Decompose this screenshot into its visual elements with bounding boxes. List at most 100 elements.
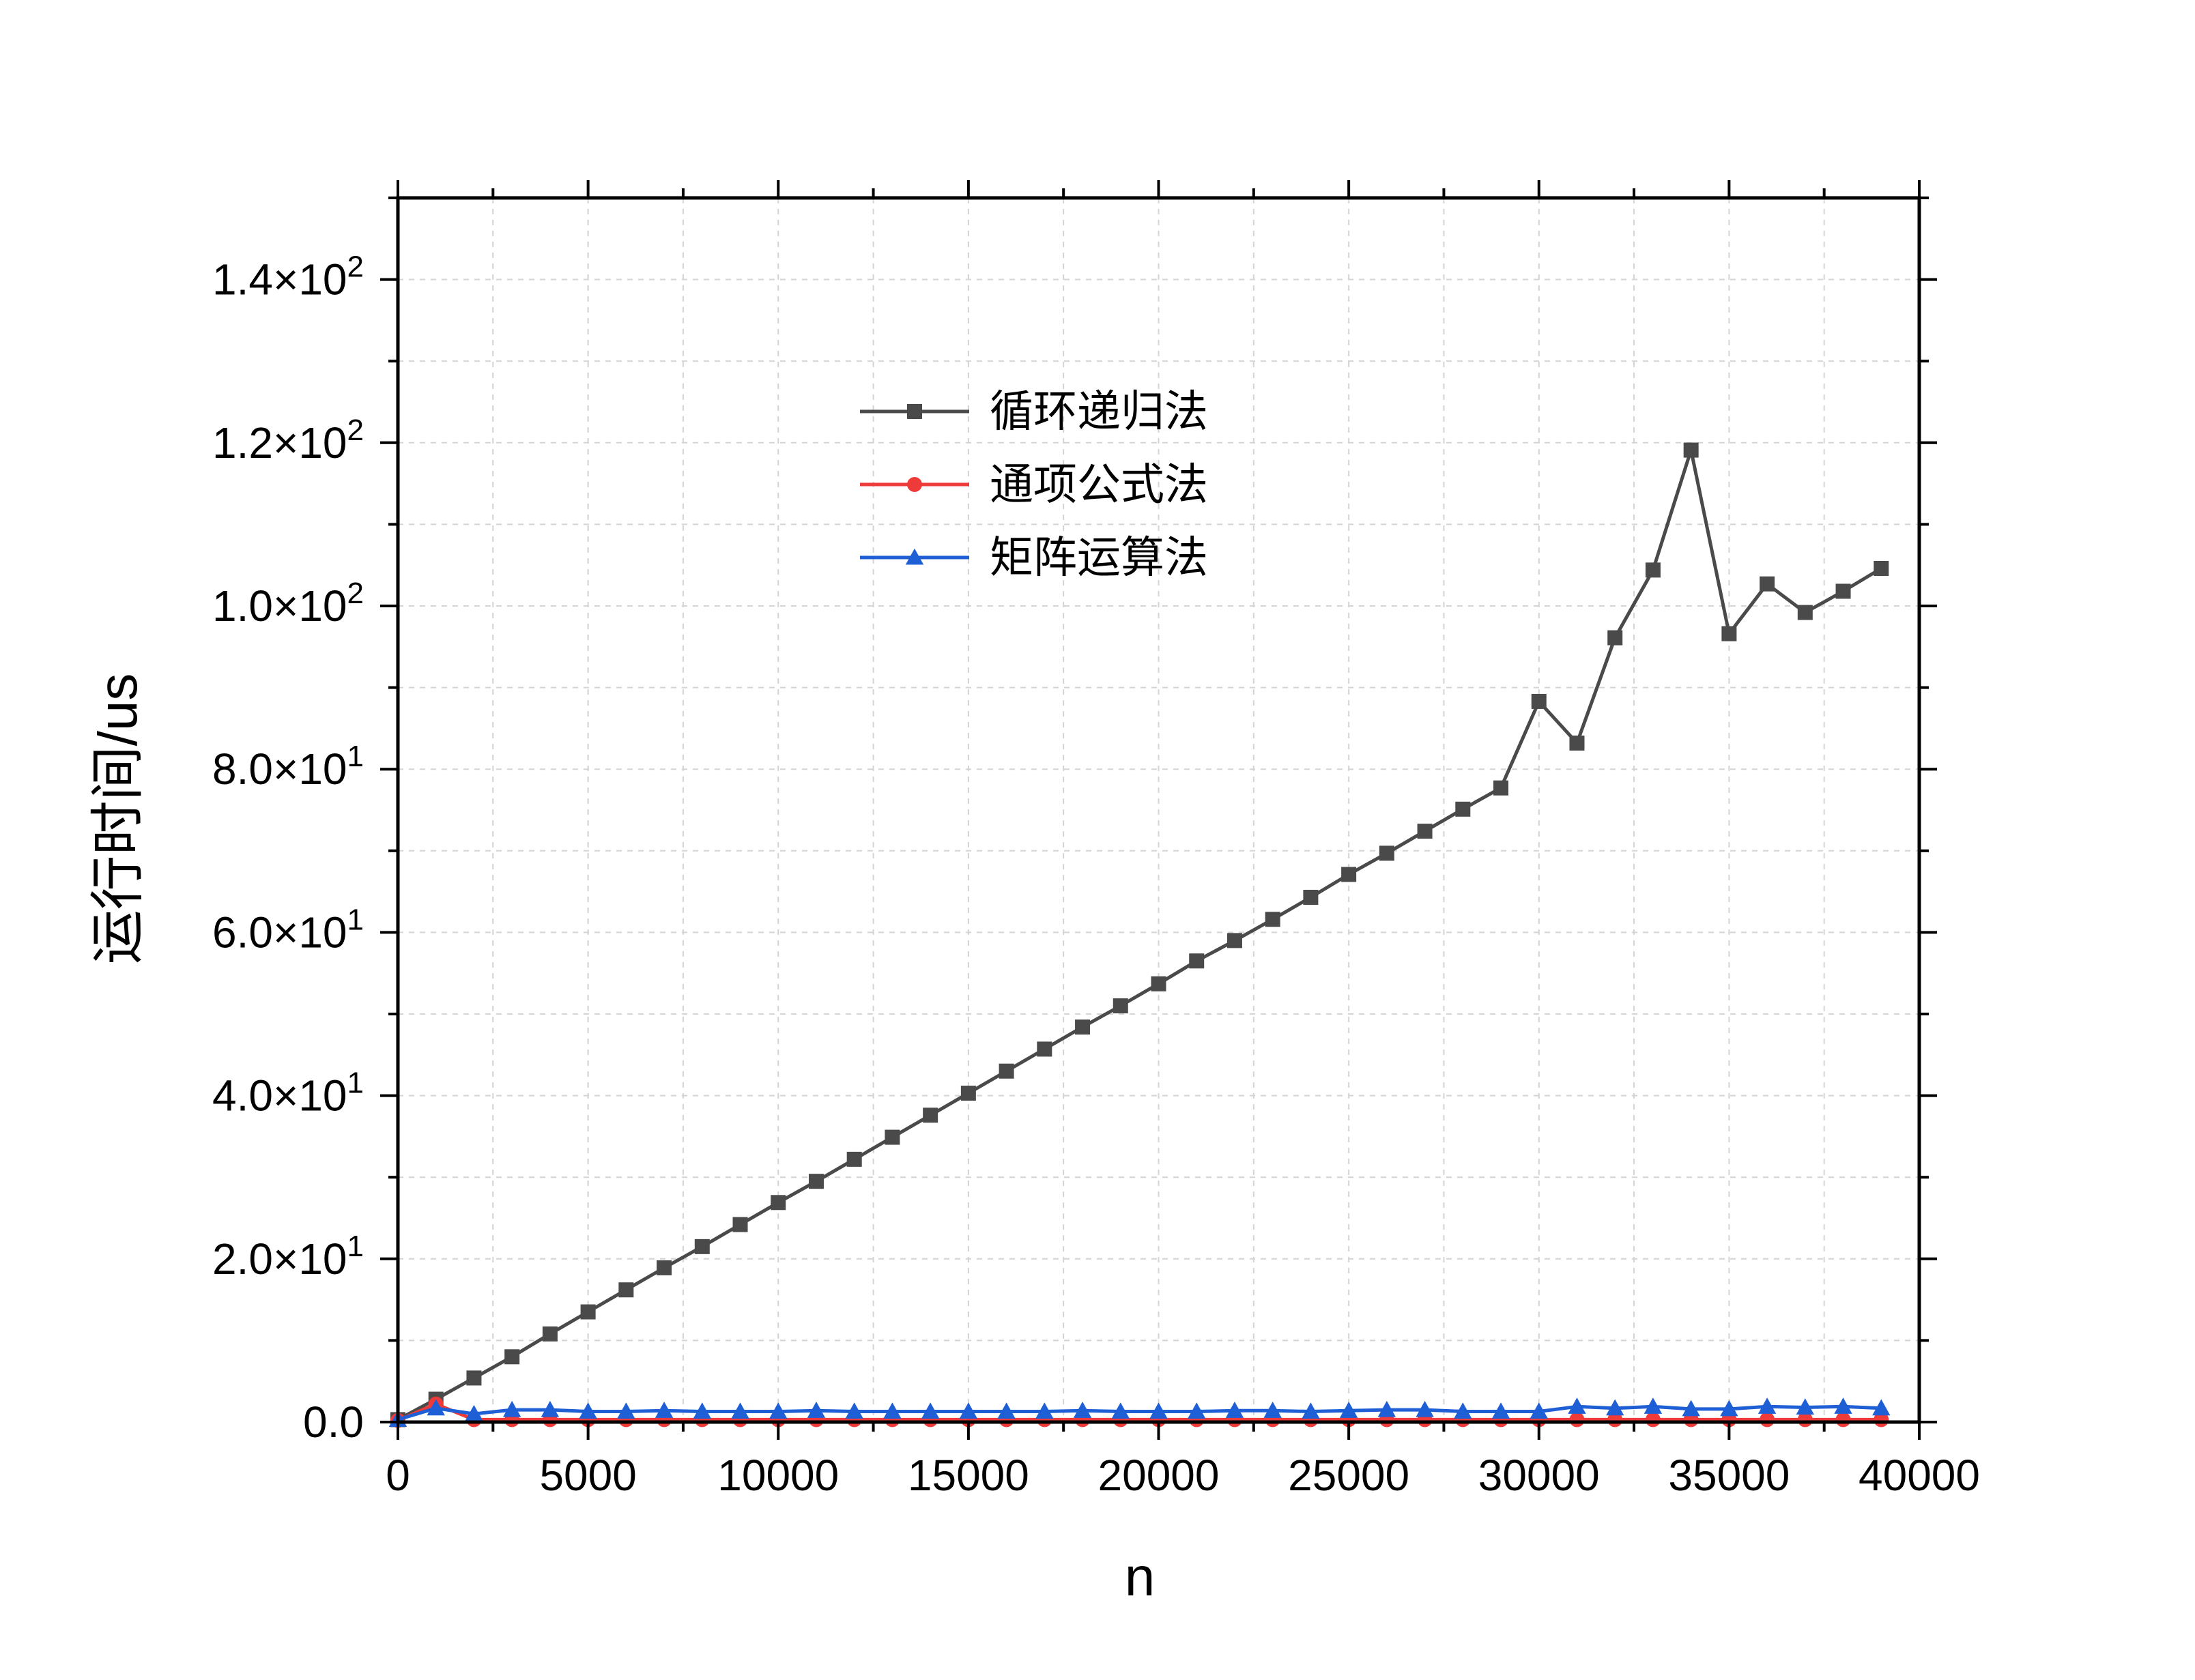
data-point [1149, 1402, 1168, 1419]
data-point [732, 1217, 748, 1232]
legend-marker [905, 548, 924, 565]
legend-marker [907, 404, 922, 419]
data-point [959, 1402, 978, 1419]
data-point [997, 1402, 1016, 1419]
y-tick-label: 0.0 [303, 1397, 364, 1447]
data-point [1265, 912, 1280, 927]
data-point [466, 1370, 482, 1386]
data-point [1606, 1399, 1624, 1416]
data-point [1796, 1398, 1815, 1415]
series-line [397, 448, 1882, 1421]
x-tick-label: 40000 [1859, 1451, 1980, 1500]
data-point [1303, 889, 1319, 905]
legend-marker [907, 477, 922, 492]
data-point [1644, 1397, 1663, 1414]
data-point [502, 1400, 521, 1417]
data-point [655, 1402, 674, 1418]
data-point [1758, 1397, 1777, 1414]
data-point [1760, 1412, 1775, 1428]
data-point [1797, 605, 1813, 620]
data-point [1111, 1402, 1130, 1419]
x-tick-label: 10000 [717, 1451, 839, 1500]
x-tick-label: 15000 [908, 1451, 1029, 1500]
data-point [504, 1349, 520, 1365]
y-tick-label: 1.4×102 [212, 250, 364, 304]
legend-item: 通项公式法 [860, 460, 1208, 510]
data-point [846, 1151, 862, 1167]
data-point [580, 1304, 596, 1320]
data-point [693, 1402, 711, 1419]
data-point [1416, 1400, 1434, 1417]
y-tick-label: 8.0×101 [212, 740, 364, 794]
data-point [1035, 1402, 1054, 1419]
data-point [1075, 1019, 1091, 1035]
data-point [1645, 1412, 1661, 1428]
data-point [1834, 1397, 1852, 1414]
x-tick-label: 20000 [1098, 1451, 1220, 1500]
data-point [769, 1402, 788, 1419]
data-point [618, 1282, 634, 1298]
series-1 [390, 442, 1889, 1428]
x-tick-label: 35000 [1668, 1451, 1790, 1500]
y-tick-label: 1.2×102 [212, 414, 364, 467]
x-tick-label: 30000 [1478, 1451, 1600, 1500]
data-point [465, 1404, 483, 1421]
y-tick-label: 2.0×101 [212, 1230, 364, 1284]
data-point [657, 1260, 672, 1275]
data-point [427, 1399, 445, 1416]
legend-label: 矩阵运算法 [990, 533, 1208, 583]
legend-item: 矩阵运算法 [860, 533, 1208, 583]
data-point [1455, 801, 1471, 817]
x-tick-label: 25000 [1288, 1451, 1409, 1500]
data-point [1568, 1397, 1586, 1414]
series-line [397, 1402, 1882, 1422]
data-point [1530, 1402, 1548, 1419]
y-axis-title: 运行时间/us [87, 674, 148, 965]
data-point [1151, 976, 1166, 991]
y-tick-label: 6.0×101 [212, 903, 364, 957]
data-point [1531, 693, 1547, 709]
data-point [807, 1402, 826, 1418]
data-point [1339, 1402, 1358, 1418]
data-point [617, 1402, 635, 1419]
data-point [1379, 845, 1394, 861]
data-point [885, 1129, 900, 1145]
data-point [1872, 1399, 1891, 1416]
series-3 [388, 1397, 1891, 1427]
data-point [731, 1402, 749, 1419]
data-point [921, 1402, 940, 1419]
data-point [1569, 735, 1585, 751]
data-point [1835, 583, 1851, 599]
data-point [1454, 1402, 1472, 1419]
data-point [1225, 1402, 1244, 1418]
data-point [883, 1402, 902, 1419]
axis-ticks: 0 5000 10000 15000 20000 25000 30000 35000 40000… [212, 180, 1980, 1500]
data-point [1683, 442, 1699, 458]
data-point [1760, 576, 1775, 592]
data-point [1874, 560, 1889, 576]
data-point [845, 1402, 863, 1419]
data-point [694, 1239, 710, 1254]
data-point [1377, 1400, 1396, 1417]
data-point [1073, 1402, 1092, 1418]
data-point [808, 1174, 824, 1189]
data-point [1835, 1412, 1851, 1428]
data-point [542, 1326, 558, 1342]
data-point [771, 1195, 786, 1211]
data-point [1569, 1412, 1585, 1428]
data-point [923, 1107, 938, 1123]
y-tick-label: 4.0×101 [212, 1067, 364, 1120]
y-tick-label: 1.0×102 [212, 577, 364, 631]
data-point [1113, 998, 1128, 1014]
data-point [1720, 1400, 1738, 1417]
legend-label: 循环递归法 [990, 387, 1208, 437]
x-tick-label: 5000 [539, 1451, 636, 1500]
series-line [397, 1404, 1882, 1421]
data-point [541, 1400, 560, 1417]
data-point [1607, 630, 1623, 646]
data-point [1341, 867, 1357, 882]
data-point [999, 1063, 1014, 1079]
